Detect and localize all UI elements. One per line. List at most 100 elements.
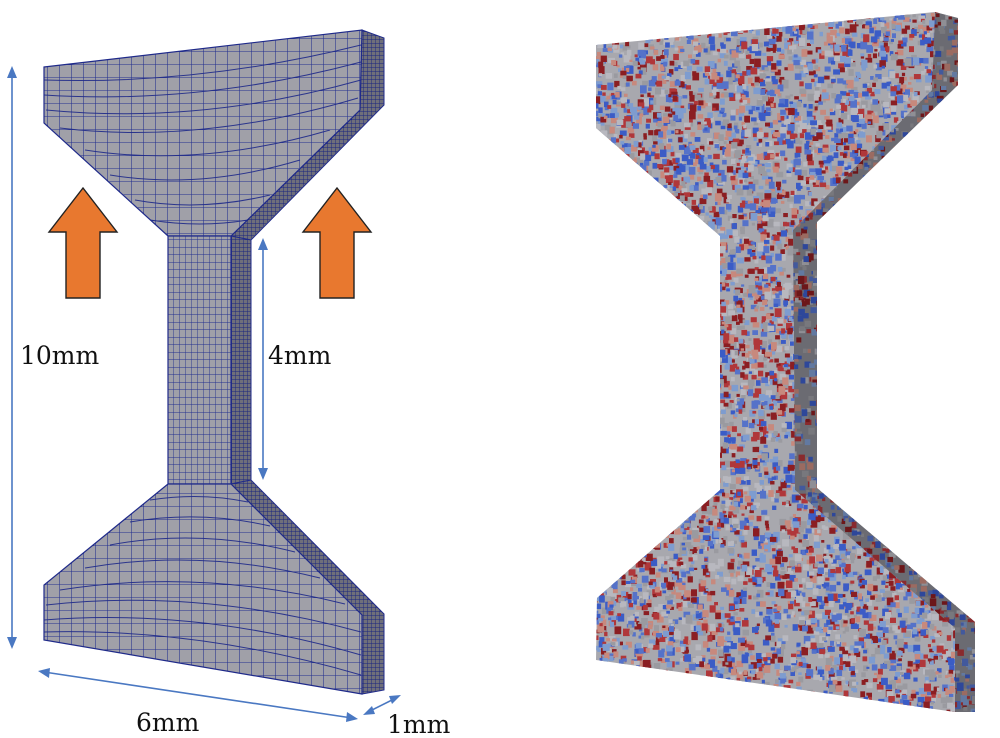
- grain: [842, 431, 850, 439]
- grain: [700, 241, 708, 248]
- grain: [697, 105, 702, 111]
- grain: [884, 255, 888, 259]
- grain: [762, 243, 768, 247]
- grain: [883, 285, 890, 292]
- grain: [763, 444, 768, 448]
- grain: [885, 585, 889, 588]
- grain: [667, 249, 673, 255]
- grain: [772, 238, 779, 245]
- grain: [762, 300, 768, 306]
- grain: [869, 343, 874, 347]
- grain: [948, 12, 953, 13]
- grain: [820, 485, 827, 491]
- grain: [845, 208, 852, 216]
- grain: [859, 242, 865, 248]
- grain: [651, 227, 658, 234]
- grain: [835, 478, 843, 483]
- grain: [837, 146, 842, 151]
- grain: [924, 529, 932, 537]
- grain: [836, 394, 840, 399]
- grain: [703, 278, 709, 283]
- grain: [879, 255, 884, 260]
- grain: [919, 308, 924, 314]
- grain: [927, 140, 933, 145]
- grain: [875, 428, 879, 433]
- grain: [955, 319, 958, 322]
- grain: [698, 322, 703, 328]
- grain: [946, 329, 953, 336]
- grain: [775, 435, 781, 442]
- grain: [764, 395, 769, 400]
- grain: [631, 168, 637, 175]
- grain: [941, 441, 946, 446]
- grain: [611, 296, 615, 300]
- grain: [670, 604, 675, 608]
- grain: [901, 354, 905, 358]
- grain: [958, 212, 964, 217]
- grain: [602, 30, 608, 34]
- grain: [709, 418, 713, 424]
- grain: [852, 131, 857, 135]
- grain: [698, 398, 704, 402]
- grain: [863, 461, 870, 468]
- grain: [944, 542, 951, 549]
- grain: [642, 333, 646, 337]
- grain: [708, 277, 714, 282]
- grain: [807, 93, 815, 102]
- grain: [627, 707, 633, 712]
- grain: [625, 223, 629, 227]
- grain: [728, 303, 734, 309]
- grain: [875, 62, 882, 71]
- grain: [616, 390, 623, 396]
- grain: [617, 351, 623, 358]
- grain: [825, 587, 832, 595]
- grain: [803, 161, 808, 167]
- grain: [815, 168, 822, 176]
- grain: [600, 439, 605, 443]
- grain: [721, 538, 726, 543]
- grain: [647, 475, 653, 480]
- grain: [889, 680, 896, 689]
- grain: [704, 454, 708, 459]
- grain: [871, 664, 878, 671]
- grain: [919, 272, 926, 278]
- grain: [861, 100, 868, 108]
- grain: [644, 431, 648, 436]
- grain: [629, 374, 634, 378]
- grain: [908, 177, 916, 184]
- grain: [751, 609, 756, 614]
- grain: [665, 556, 670, 560]
- grain: [609, 616, 617, 624]
- grain: [596, 276, 598, 282]
- grain: [725, 438, 732, 444]
- grain: [634, 502, 640, 509]
- grain: [942, 162, 947, 168]
- grain: [664, 581, 671, 588]
- grain: [877, 645, 881, 648]
- grain: [895, 356, 900, 360]
- grain: [958, 352, 964, 358]
- grain: [727, 402, 732, 409]
- grain: [933, 576, 941, 586]
- grain: [891, 342, 896, 349]
- grain: [608, 534, 614, 540]
- grain: [939, 417, 943, 420]
- grain: [817, 603, 822, 607]
- grain: [714, 299, 720, 304]
- grain: [893, 156, 898, 160]
- grain: [869, 341, 873, 346]
- grain: [866, 429, 872, 433]
- grain: [761, 320, 766, 324]
- grain: [757, 69, 764, 75]
- grain: [744, 368, 749, 374]
- grain: [817, 567, 824, 574]
- grain: [782, 539, 789, 547]
- grain: [688, 350, 693, 356]
- grain: [732, 214, 737, 219]
- grain: [670, 151, 675, 157]
- grain: [655, 327, 660, 331]
- grain: [640, 386, 648, 393]
- grain: [714, 697, 722, 705]
- grain: [621, 542, 626, 546]
- grain: [653, 695, 660, 704]
